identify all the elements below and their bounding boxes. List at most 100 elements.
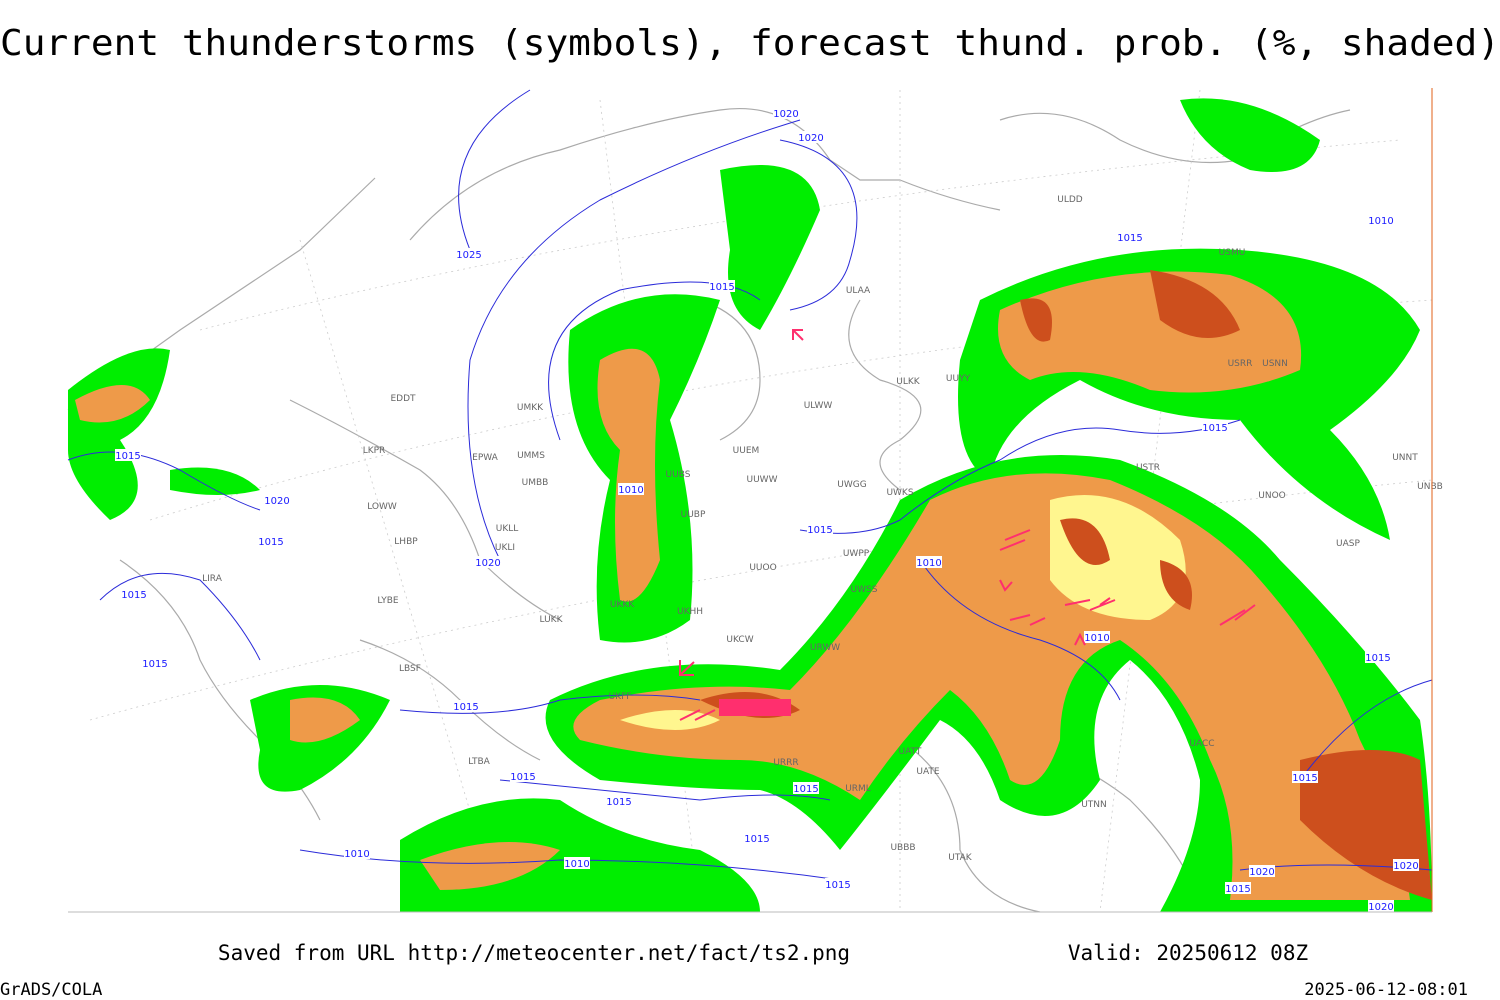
isobar-label-bg [1368,214,1394,226]
isobar-label: 1015 [709,282,734,293]
station-label: UKLI [495,543,515,553]
station-label: UNNT [1392,453,1418,463]
isobar-label: 1015 [1292,773,1317,784]
isobar-label-bg [825,878,851,890]
station-label: UWPP [843,549,870,559]
isobar-label: 1015 [1225,884,1250,895]
station-label: URRR [773,758,798,768]
isobar-label: 1015 [121,590,146,601]
station-label: UMKK [517,403,544,413]
isobar-label-bg [606,795,632,807]
station-label: UBBB [890,843,915,853]
isobar-label-bg [793,782,819,794]
isobar-label-bg [773,107,799,119]
station-label: UUBS [666,470,691,480]
isobar-label-bg [709,280,735,292]
station-label: UUWW [747,475,778,485]
station-label: LIRA [202,574,223,584]
isobars [67,89,1433,881]
isobar-label: 1015 [744,834,769,845]
station-label: UMBB [522,478,549,488]
isobar-label: 1015 [1365,653,1390,664]
station-label: ULAA [846,286,871,296]
isobar-label-bg [264,494,290,506]
isobar-label: 1010 [1084,633,1109,644]
station-label: UNBB [1417,482,1443,492]
isobar-label: 1015 [606,797,631,808]
station-label: UMMS [517,451,545,461]
station-label: ULDD [1057,195,1083,205]
isobar-label-bg [456,248,482,260]
isobar-label: 1015 [1202,423,1227,434]
isobar-label: 1020 [1368,902,1393,913]
isobar-label-bg [1292,771,1318,783]
isobar-label: 1020 [264,496,289,507]
station-label: UNOO [1258,491,1286,501]
station-label: URWW [810,643,840,653]
isobar-label: 1020 [1393,861,1418,872]
saved-url: Saved from URL http://meteocenter.net/fa… [218,941,850,965]
isobar-label-bg [1368,900,1394,912]
station-label: LOWW [367,502,397,512]
station-label: UTAK [948,853,973,863]
isobar-label: 1020 [773,109,798,120]
isobar-label-bg [1117,231,1143,243]
isobar-label-bg [453,700,479,712]
isobar-label-bg [142,657,168,669]
isobar-label-bg [1084,631,1110,643]
station-label: UKHH [677,607,703,617]
isobar-label-bg [1249,865,1275,877]
isobar-label-bg [1365,651,1391,663]
station-label: LKPR [363,446,386,456]
isobar-label-bg [258,535,284,547]
isobar-label: 1010 [916,558,941,569]
station-label: UUBP [681,510,706,520]
station-label: LHBP [394,537,418,547]
isobar-label-bg [618,483,644,495]
isobar-label: 1025 [456,250,481,261]
isobar-label-bg [744,832,770,844]
station-label: EDDT [390,394,416,404]
station-label: UTNN [1081,800,1107,810]
station-label: ULWW [804,401,833,411]
isobar-label: 1015 [258,537,283,548]
station-label: LUKK [540,615,564,625]
station-label: UUEM [733,446,760,456]
station-label: UATE [916,767,940,777]
isobar-label: 1010 [618,485,643,496]
isobar-label: 1015 [115,451,140,462]
software: GrADS/COLA [0,980,102,1000]
station-label: UACC [1189,739,1214,749]
isobar-label: 1015 [1117,233,1142,244]
isobar-label: 1015 [142,659,167,670]
station-label: URML [845,784,871,794]
isobar-label: 1020 [1249,867,1274,878]
isobar-label: 1010 [344,849,369,860]
isobar-label-bg [344,847,370,859]
valid-time: Valid: 20250612 08Z [1068,941,1308,965]
isobar-label-bg [115,449,141,461]
isobar-label-bg [564,857,590,869]
title: Current thunderstorms (symbols), forecas… [0,23,1500,64]
isobar-label-bg [1202,421,1228,433]
isobar-label-bg [1225,882,1251,894]
isobar-label-bg [807,523,833,535]
isobar-label: 1010 [1368,216,1393,227]
timestamp: 2025-06-12-08:01 [1304,980,1468,1000]
station-label: EPWA [472,453,499,463]
isobar-label-bg [475,556,501,568]
isobar-label: 1015 [825,880,850,891]
station-label: UUYY [946,374,971,384]
isobar-label: 1015 [793,784,818,795]
station-labels: ULDD USMU ULAA ULKK UUYY ULWW UUEM UUWW UWGG UWKS… [202,195,1443,863]
station-label: UUOO [749,563,776,573]
station-label: ULKK [896,377,921,387]
station-label: UKKK [610,600,635,610]
station-label: UKCW [726,635,753,645]
isobar-label-bg [916,556,942,568]
probability-shading [68,98,1432,912]
isobar-label: 1020 [798,133,823,144]
isobar-label-bg [121,588,147,600]
station-label: UWKS [886,488,913,498]
